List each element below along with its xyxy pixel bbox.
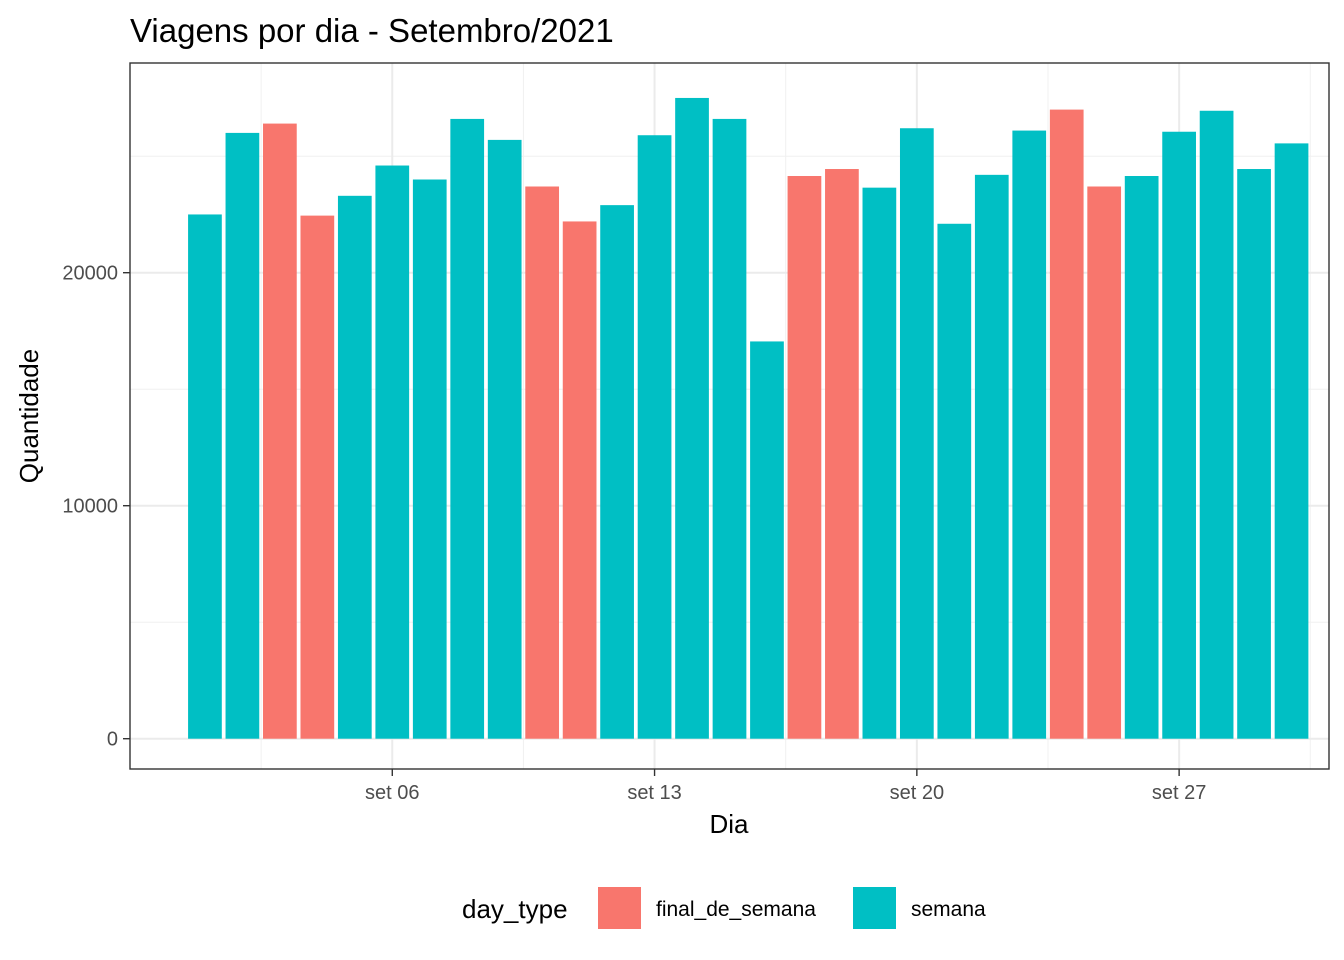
bar-2021-09-27 (1162, 131, 1196, 739)
chart-title: Viagens por dia - Setembro/2021 (130, 12, 614, 49)
bar-2021-09-10 (525, 186, 560, 739)
legend-label-final-de-semana: final_de_semana (656, 898, 816, 921)
y-tick-label: 20000 (62, 263, 118, 285)
bar-2021-09-22 (974, 174, 1009, 739)
x-tick-label: set 06 (365, 782, 419, 804)
bar-2021-09-12 (600, 205, 634, 739)
bar-2021-09-18 (825, 169, 859, 739)
legend-title: day_type (462, 894, 568, 924)
bar-2021-09-14 (675, 97, 709, 739)
bar-2021-09-07 (412, 179, 447, 739)
legend-key-semana (853, 887, 896, 929)
x-axis-title: Dia (709, 809, 749, 839)
y-tick-label: 10000 (62, 496, 118, 518)
bar-2021-09-02 (225, 132, 260, 739)
bar-2021-09-13 (637, 135, 672, 739)
bar-2021-09-16 (750, 341, 784, 739)
bar-2021-09-04 (300, 215, 335, 739)
bar-2021-09-21 (937, 223, 972, 739)
x-tick-label: set 20 (890, 782, 944, 804)
bar-2021-09-17 (787, 176, 822, 739)
x-axis: set 06 set 13 set 20 set 27 (365, 769, 1206, 804)
bar-2021-09-01 (188, 214, 222, 739)
y-axis: 0 10000 20000 (62, 263, 130, 751)
legend: day_type final_de_semana semana (462, 887, 986, 929)
bar-2021-09-06 (375, 165, 410, 739)
bar-2021-09-26 (1124, 176, 1159, 739)
bar-2021-09-03 (263, 123, 297, 739)
plot-border (129, 62, 1330, 770)
x-tick-label: set 27 (1152, 782, 1206, 804)
bar-2021-09-09 (487, 139, 522, 739)
bar-2021-09-30 (1274, 143, 1309, 739)
bar-2021-09-23 (1012, 130, 1047, 739)
bar-2021-09-28 (1199, 110, 1234, 739)
y-tick-label: 0 (107, 729, 118, 751)
bar-2021-09-25 (1087, 186, 1122, 739)
legend-key-final-de-semana (598, 887, 641, 929)
y-axis-title: Quantidade (14, 349, 44, 483)
bar-2021-09-11 (562, 221, 597, 739)
legend-label-semana: semana (911, 898, 986, 921)
bar-2021-09-19 (862, 187, 897, 739)
bar-2021-09-29 (1237, 169, 1271, 739)
bar-2021-09-05 (337, 195, 372, 739)
bar-2021-09-20 (899, 128, 934, 739)
bars (188, 97, 1309, 739)
bar-2021-09-08 (450, 118, 485, 739)
bar-2021-09-15 (712, 118, 747, 739)
x-tick-label: set 13 (627, 782, 681, 804)
bar-2021-09-24 (1049, 109, 1084, 739)
